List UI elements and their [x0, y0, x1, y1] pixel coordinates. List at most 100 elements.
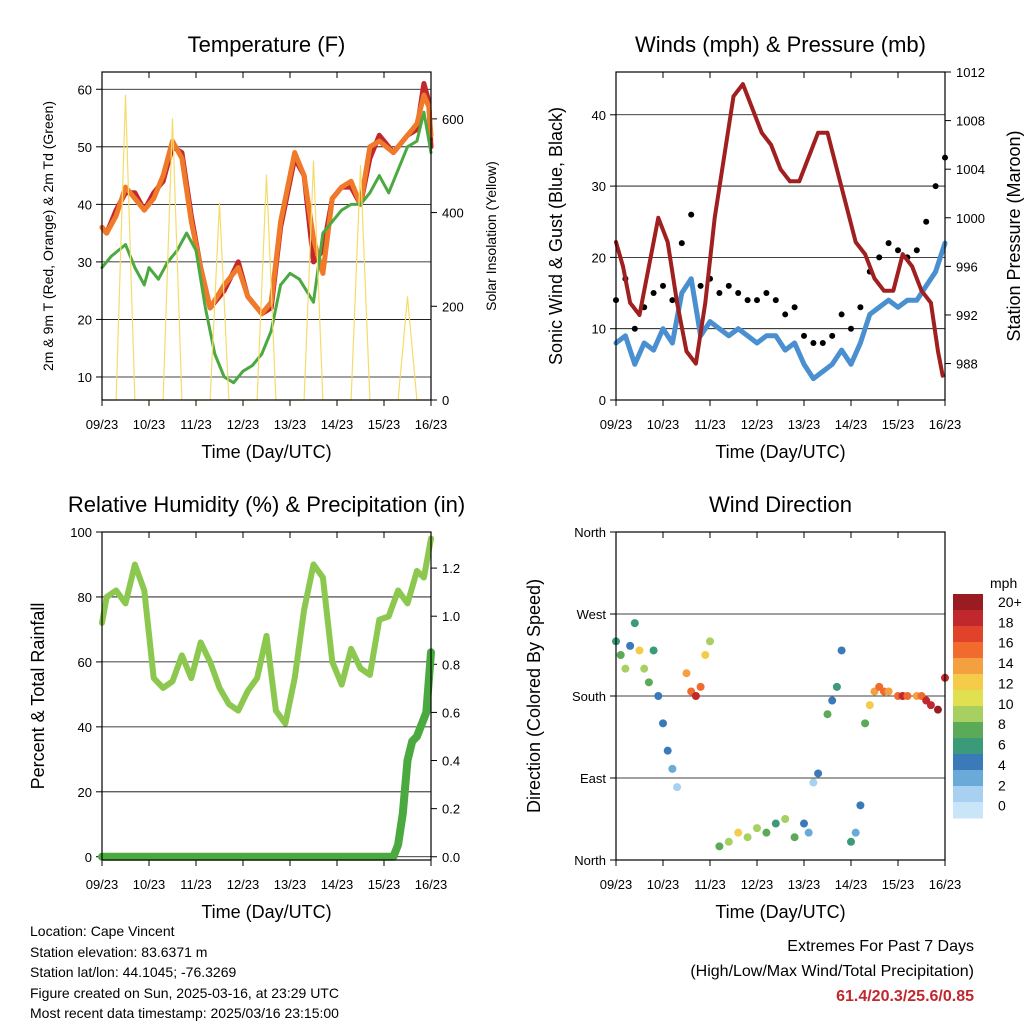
wdir-point: [649, 646, 658, 655]
wdir-ytick-label: South: [572, 689, 606, 704]
rh-point-rh: [329, 659, 336, 665]
wdir-point: [884, 687, 893, 696]
legend-label: 2: [998, 777, 1006, 793]
rh-point-rh: [385, 613, 392, 620]
wdir-point: [814, 769, 823, 778]
legend-swatch: [953, 626, 983, 643]
wdir-frame: [615, 531, 946, 861]
winds-xtick-label: 10/23: [647, 417, 680, 432]
temp-point-yellow: [406, 296, 409, 298]
temp-point-green: [142, 283, 146, 287]
temp-point-green: [349, 202, 353, 206]
temp-point-orange: [245, 294, 250, 299]
temp-ytick-label: 20: [78, 312, 92, 327]
extremes-subtitle: (High/Low/Max Wind/Total Precipitation): [690, 963, 974, 980]
temp-point-orange: [123, 184, 128, 190]
rh-point-rh: [235, 707, 242, 714]
wdir-point: [743, 833, 752, 842]
winds-point-gust: [819, 339, 826, 346]
winds-point-wind: [839, 347, 844, 353]
temp-point-orange: [292, 150, 297, 155]
temp-xtick-label: 15/23: [368, 417, 401, 432]
winds-point-gust: [631, 325, 638, 332]
rh-point-rh: [254, 675, 260, 681]
station-location: Location: Cape Vincent: [30, 923, 175, 939]
temp-point-orange: [160, 173, 166, 178]
rh-y2tick-label: 0.8: [442, 657, 460, 672]
wdir-xlabel: Time (Day/UTC): [715, 902, 845, 922]
wdir-ylabel: Direction (Colored By Speed): [524, 579, 544, 813]
winds-point-wind: [670, 340, 675, 346]
winds-point-gust: [744, 297, 751, 304]
winds-xtick-label: 09/23: [600, 417, 633, 432]
rh-xtick-label: 14/23: [321, 877, 354, 892]
temp-point-green: [133, 266, 137, 270]
legend-swatch: [953, 642, 983, 659]
legend-swatch: [953, 722, 983, 739]
temp-point-orange: [426, 104, 431, 109]
wdir-point: [771, 819, 780, 828]
legend-swatch: [953, 786, 983, 803]
legend-label: 6: [998, 737, 1006, 753]
temp-point-green: [312, 300, 315, 304]
rh-point-rh: [141, 587, 148, 594]
winds-point-gust: [791, 304, 798, 311]
rh-xtick-label: 13/23: [274, 877, 307, 892]
rh-series-rh: [99, 535, 434, 727]
winds-point-wind: [858, 340, 863, 346]
temp-point-green: [359, 202, 362, 206]
wdir-xtick-label: 15/23: [882, 877, 915, 892]
temp-point-green: [321, 231, 325, 235]
winds-point-pressure: [778, 167, 783, 172]
winds-y2tick-label: 1000: [956, 211, 985, 226]
wdir-point: [837, 646, 846, 655]
wdir-point: [861, 719, 870, 728]
wdir-point: [701, 651, 710, 659]
winds-point-wind: [801, 362, 807, 367]
winds-point-gust: [932, 183, 939, 190]
rh-ytick-label: 20: [78, 785, 92, 800]
winds-point-gust: [801, 332, 807, 339]
temp-point-orange: [311, 236, 316, 242]
rh-y2tick-label: 1.2: [442, 561, 460, 576]
winds-point-pressure: [741, 82, 745, 86]
wdir-ytick-label: North: [574, 525, 606, 540]
winds-point-pressure: [910, 264, 914, 269]
rh-point-rh: [160, 685, 166, 691]
rh-point-rh: [395, 587, 401, 594]
temp-point-orange: [367, 144, 373, 150]
winds-point-wind: [923, 283, 929, 289]
rh-ytick-label: 40: [78, 720, 92, 735]
temp-xtick-label: 12/23: [227, 417, 260, 432]
temp-point-orange: [142, 207, 147, 213]
temp-point-orange: [320, 271, 326, 276]
wdir-point: [809, 778, 818, 787]
winds-point-pressure: [759, 130, 764, 135]
winds-point-pressure: [806, 155, 811, 159]
winds-point-wind: [745, 333, 750, 339]
winds-point-gust: [688, 211, 695, 218]
rh-point-rain: [413, 732, 421, 741]
temp-point-yellow: [359, 165, 362, 167]
rh-point-rh: [197, 639, 204, 646]
temp-point-yellow: [124, 94, 127, 96]
temp-point-green: [251, 364, 254, 367]
temp-point-red: [377, 133, 382, 138]
winds-point-gust: [829, 332, 836, 339]
winds-ytick-label: 30: [592, 179, 606, 194]
rh-title: Relative Humidity (%) & Precipitation (i…: [68, 492, 465, 517]
temp-point-green: [387, 191, 391, 195]
winds-point-gust: [650, 290, 657, 297]
temp-point-orange: [301, 173, 307, 178]
winds-point-gust: [838, 311, 845, 318]
rh-point-rh: [263, 633, 270, 639]
rh-point-rain: [239, 853, 247, 861]
wdir-point: [696, 682, 705, 691]
rh-ytick-label: 80: [78, 590, 92, 605]
temp-y2tick-label: 400: [442, 206, 464, 221]
temp-y2tick-label: 0: [442, 393, 449, 408]
temp-point-orange: [132, 196, 138, 201]
winds-point-gust: [782, 311, 789, 318]
rh-point-rh: [338, 681, 345, 688]
temp-frame: [101, 71, 432, 401]
